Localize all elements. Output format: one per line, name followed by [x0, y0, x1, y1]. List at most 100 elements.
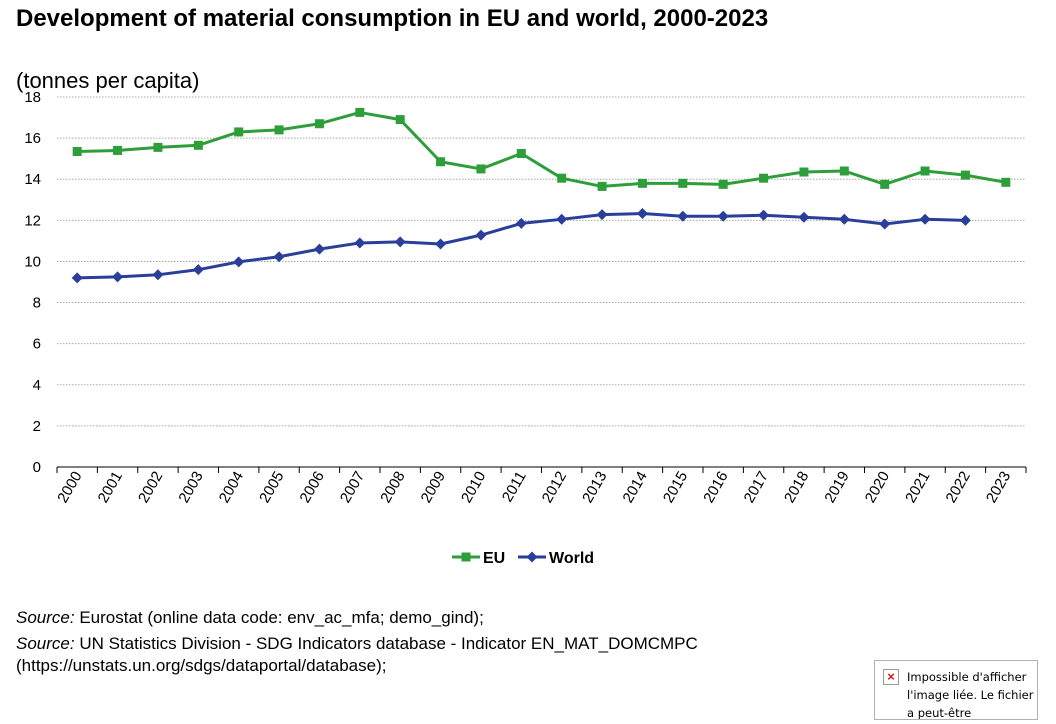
y-tick-label: 8 — [33, 295, 41, 312]
x-tick-label: 2022 — [942, 469, 973, 506]
data-point-world — [556, 213, 568, 225]
data-point-eu — [234, 127, 244, 137]
data-point-world — [879, 218, 891, 230]
legend-label-eu: EU — [483, 550, 505, 567]
data-point-eu — [597, 181, 607, 191]
data-point-world — [112, 271, 124, 283]
y-tick-label: 4 — [33, 377, 41, 394]
data-point-world — [152, 269, 164, 281]
x-tick-label: 2017 — [741, 469, 772, 506]
data-point-eu — [314, 119, 324, 129]
data-point-eu — [920, 166, 930, 176]
legend-marker-eu — [461, 552, 471, 562]
data-point-eu — [839, 166, 849, 176]
series — [71, 107, 1011, 284]
data-point-eu — [759, 173, 769, 183]
source-label: Source: — [16, 634, 75, 653]
data-point-world — [233, 256, 245, 268]
data-point-world — [838, 213, 850, 225]
data-point-eu — [193, 140, 203, 150]
source-label: Source: — [16, 608, 75, 627]
x-tick-label: 2015 — [660, 469, 691, 506]
x-tick-label: 2019 — [821, 469, 852, 506]
legend-marker-world — [526, 551, 538, 563]
x-tick-label: 2004 — [216, 469, 247, 506]
chart-title: Development of material consumption in E… — [16, 5, 769, 32]
x-tick-label: 2000 — [54, 469, 85, 506]
legend-item-eu: EU — [452, 550, 505, 567]
series-eu — [72, 107, 1011, 191]
broken-image-text: Impossible d'afficher l'image liée. Le f… — [907, 670, 1034, 720]
data-point-world — [273, 251, 285, 263]
data-point-eu — [72, 146, 82, 156]
series-line-eu — [77, 110, 1007, 188]
x-tick-label: 2002 — [135, 469, 166, 506]
x-tick-label: 2009 — [418, 469, 449, 506]
data-point-world — [192, 264, 204, 276]
data-point-world — [596, 209, 608, 221]
x-tick-label: 2023 — [983, 469, 1014, 506]
data-point-world — [636, 208, 648, 220]
x-tick-label: 2006 — [296, 469, 327, 506]
x-tick-label: 2021 — [902, 469, 933, 506]
data-point-world — [354, 237, 366, 249]
broken-image-placeholder: × Impossible d'afficher l'image liée. Le… — [874, 660, 1038, 720]
data-point-world — [394, 236, 406, 248]
source-eurostat: Source: Eurostat (online data code: env_… — [16, 607, 484, 629]
x-tick-label: 2020 — [862, 469, 893, 506]
y-tick-label: 16 — [24, 130, 41, 147]
data-point-world — [71, 272, 83, 284]
y-tick-label: 12 — [24, 212, 41, 229]
data-point-world — [798, 211, 810, 223]
x-tick-label: 2018 — [781, 469, 812, 506]
data-point-world — [717, 210, 729, 222]
y-tick-label: 10 — [24, 253, 41, 270]
x-tick-label: 2007 — [337, 469, 368, 506]
x-tick-label: 2008 — [377, 469, 408, 506]
source-un: Source: UN Statistics Division - SDG Ind… — [16, 633, 698, 655]
data-point-eu — [799, 167, 809, 177]
data-point-eu — [274, 125, 284, 135]
y-tick-label: 6 — [33, 336, 41, 353]
data-point-eu — [637, 178, 647, 188]
x-tick-label: 2003 — [175, 469, 206, 506]
x-tick-label: 2005 — [256, 469, 287, 506]
data-point-eu — [678, 178, 688, 188]
x-tick-label: 2013 — [579, 469, 610, 506]
data-point-world — [435, 238, 447, 250]
data-point-eu — [1001, 177, 1011, 187]
data-point-eu — [880, 179, 890, 189]
series-world — [71, 208, 971, 284]
chart-subtitle: (tonnes per capita) — [16, 68, 200, 93]
broken-image-icon: × — [883, 669, 899, 685]
data-point-eu — [395, 115, 405, 125]
x-tick-label: 2016 — [700, 469, 731, 506]
data-point-eu — [153, 142, 163, 152]
legend-label-world: World — [549, 550, 594, 567]
x-tick-label: 2012 — [539, 469, 570, 506]
data-point-eu — [436, 157, 446, 167]
data-point-world — [758, 209, 770, 221]
y-tick-label: 2 — [33, 418, 41, 435]
data-point-eu — [476, 164, 486, 174]
data-point-eu — [113, 145, 123, 155]
data-point-world — [677, 210, 689, 222]
data-point-world — [959, 214, 971, 226]
data-point-eu — [355, 107, 365, 117]
data-point-eu — [516, 149, 526, 159]
legend-item-world: World — [518, 550, 594, 567]
data-point-world — [313, 243, 325, 255]
y-tick-label: 18 — [24, 89, 41, 106]
data-point-eu — [557, 173, 567, 183]
x-tick-label: 2011 — [499, 469, 530, 505]
source-text: UN Statistics Division - SDG Indicators … — [74, 634, 698, 653]
data-point-world — [515, 217, 527, 229]
legend: EU World — [452, 550, 594, 567]
y-tick-label: 0 — [33, 459, 41, 476]
source-url: (https://unstats.un.org/sdgs/dataportal/… — [16, 656, 387, 675]
data-point-world — [475, 229, 487, 241]
source-text: Eurostat (online data code: env_ac_mfa; … — [74, 608, 484, 627]
x-tick-label: 2001 — [95, 469, 126, 506]
data-point-eu — [718, 179, 728, 189]
